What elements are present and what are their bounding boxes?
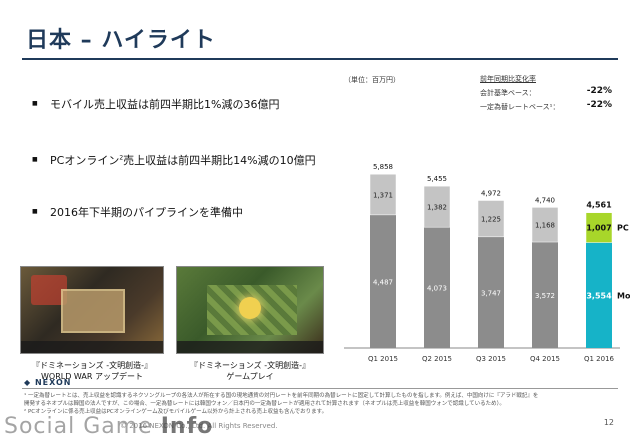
image-caption-2: 『ドミネーションズ -文明創造-』 ゲームプレイ [176,360,324,382]
caption-line: 『ドミネーションズ -文明創造-』 [190,361,310,370]
data-label-total: 4,561 [586,201,612,210]
data-label-total: 5,455 [427,175,447,183]
bar-mobile [424,227,450,348]
footnote-ref: 2 [119,154,124,162]
caption-line: 『ドミネーションズ -文明創造-』 [32,361,152,370]
bullet-text: PCオンライン2売上収益は前四半期比14%減の10億円 [50,154,316,167]
yoy-value: -22% [586,86,612,96]
unit-label: （単位：百万円） [344,76,400,84]
page-number: 12 [603,418,614,427]
watermark-part: Social Game [4,414,161,439]
bar-mobile [370,214,396,348]
data-label-mobile: 3,747 [481,289,501,297]
data-label-mobile: 3,572 [535,292,555,300]
scene-hud [21,341,163,353]
copyright: © 2016 NEXON Co., Ltd. All Rights Reserv… [120,422,278,430]
data-label-total: 4,972 [481,189,501,197]
watermark: Social Game Info [4,414,213,439]
game-screenshot-gameplay [176,266,324,354]
caption-line: ゲームプレイ [226,372,274,381]
data-label-pc: 1,225 [481,216,501,224]
x-tick-label: Q3 2015 [476,355,506,363]
page-title: 日本 – ハイライト [26,28,216,53]
bar-pc [423,185,451,228]
bullet-text-pre: PCオンライン [50,154,120,167]
footnote-line: 開発するネオプルは韓国の法人ですが、この場合、一定為替レートには韓国ウォン／日本… [24,401,505,407]
scene-detail [61,289,125,333]
bullet-text: モバイル売上収益は前四半期比1%減の36億円 [50,98,280,111]
x-tick-label: Q1 2016 [584,355,615,363]
bullet-pc: PCオンライン2売上収益は前四半期比14%減の10億円 [32,152,316,168]
yoy-label: 一定為替レートベース¹： [480,103,560,111]
title-divider [22,58,618,60]
bar-pc [369,173,397,216]
data-label-total: 4,740 [535,196,555,204]
bar-pc [477,200,505,238]
footnote-line: ¹ 一定為替レートとは、売上収益を認識するネクソングループの各法人が所在する国の… [24,393,539,399]
game-screenshot-world-war [20,266,164,354]
scene-detail [239,297,261,319]
legend-pc: PC [617,224,629,233]
watermark-part: Info [160,414,214,439]
bar-pc [531,207,559,243]
x-tick-label: Q4 2015 [530,355,560,363]
data-label-mobile: 4,073 [427,285,447,293]
legend-mobile: Mobile [617,291,630,300]
yoy-heading: 前年同期比変化率 [480,75,536,83]
bar-mobile [532,242,558,348]
scene-hud [177,341,323,353]
bullet-text-post: 売上収益は前四半期比14%減の10億円 [123,154,316,167]
bullet-mobile: モバイル売上収益は前四半期比1%減の36億円 [32,96,279,112]
footnote-line: ² PCオンラインに係る売上収益はPCオンラインゲーム及びモバイルゲーム以外から… [24,409,328,415]
x-tick-label: Q2 2015 [422,355,452,363]
image-caption-1: 『ドミネーションズ -文明創造-』 WORLD WAR アップデート [20,360,164,382]
data-label-pc: 1,007 [586,224,611,233]
bar-pc [585,212,613,243]
yoy-value: -22% [586,100,612,110]
data-label-total: 5,858 [373,163,393,171]
nexon-logo: ◆ NEXON [24,378,72,387]
yoy-label: 会計基準ベース： [480,89,536,97]
data-label-pc: 1,168 [535,222,555,230]
caption-line: WORLD WAR アップデート [41,372,143,381]
bar-mobile [478,236,504,348]
bar-mobile [586,242,612,348]
data-label-pc: 1,382 [427,204,447,212]
footer-divider [22,388,618,389]
bullet-pipeline: 2016年下半期のパイプラインを準備中 [32,204,243,220]
data-label-pc: 1,371 [373,192,393,200]
x-tick-label: Q1 2015 [368,355,398,363]
data-label-mobile: 3,554 [586,291,612,300]
bullet-text: 2016年下半期のパイプラインを準備中 [50,206,243,219]
data-label-mobile: 4,487 [373,278,393,286]
footnotes: ¹ 一定為替レートとは、売上収益を認識するネクソングループの各法人が所在する国の… [24,392,624,416]
revenue-bar-chart: 4,487 1,371 5,858 Q1 2015 4,073 1,382 5,455 Q2 … [344,163,630,363]
